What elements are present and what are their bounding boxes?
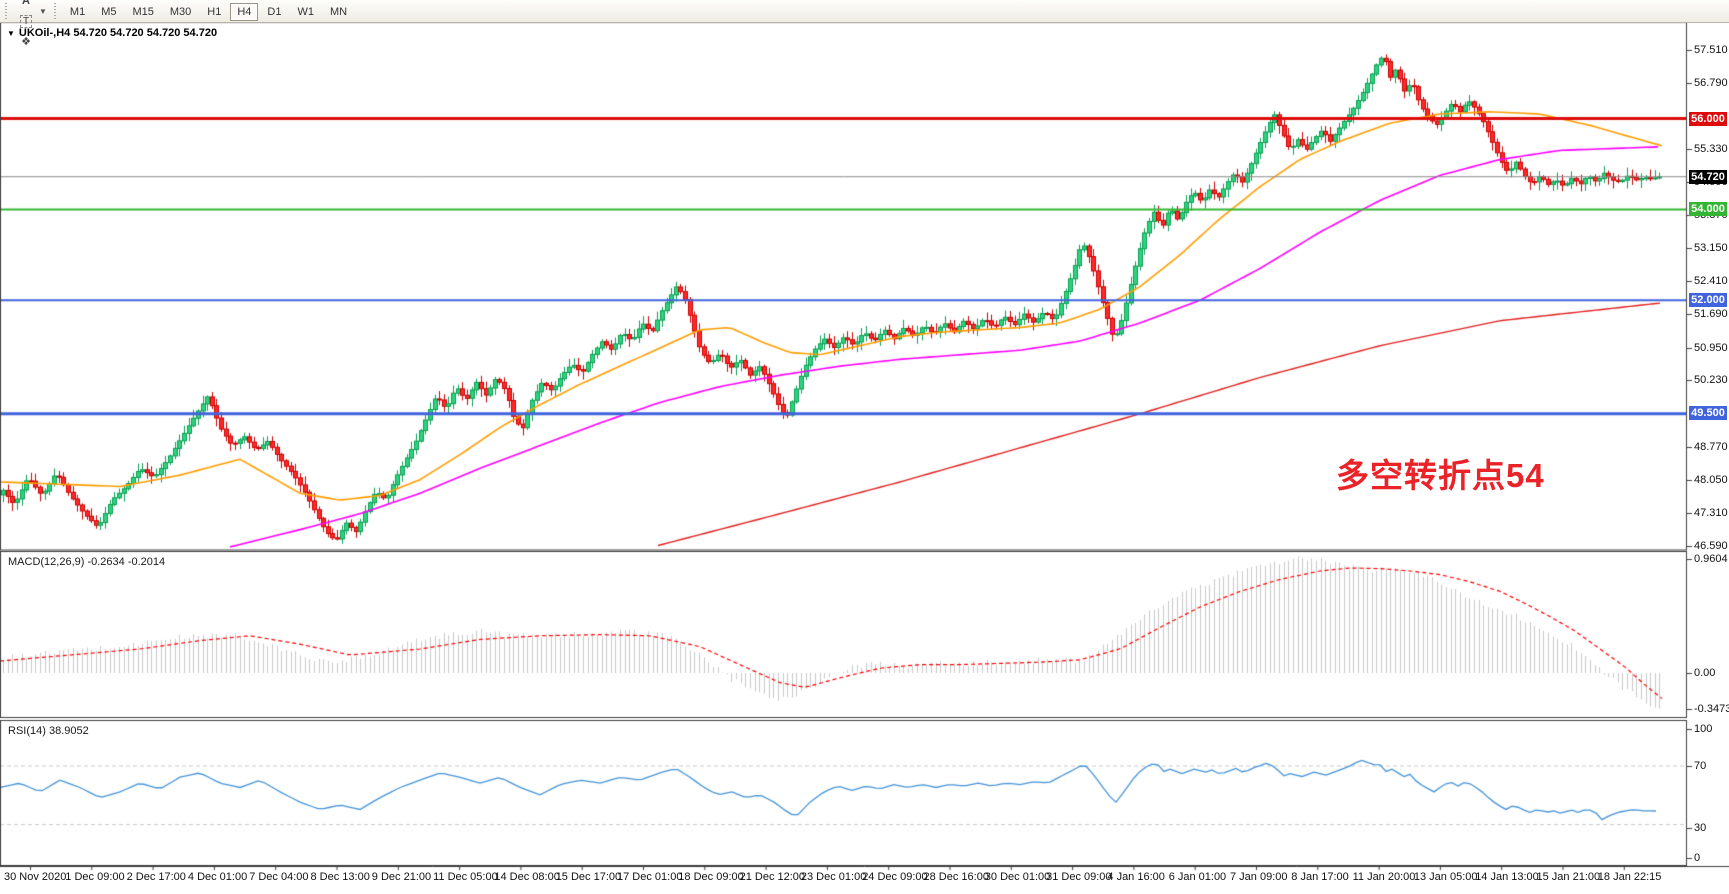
time-axis-label: 14 Dec 08:00	[494, 871, 560, 883]
time-axis-label: 30 Dec 01:00	[984, 871, 1051, 883]
price-axis-tick: 50.230	[1694, 374, 1728, 386]
time-axis-label: 7 Jan 09:00	[1230, 871, 1288, 883]
time-axis-label: 15 Dec 17:00	[555, 871, 622, 883]
time-axis-label: 9 Dec 21:00	[371, 871, 432, 883]
price-axis-tick: 51.690	[1694, 308, 1728, 320]
chart-title: ▼ UKOil-,H4 54.720 54.720 54.720 54.720	[7, 27, 217, 39]
time-axis-label: 1 Dec 09:00	[65, 871, 125, 883]
rsi-axis-tick: 30	[1694, 822, 1707, 834]
timeframe-button-mn[interactable]: MN	[329, 6, 348, 18]
macd-axis-tick: 0.9604	[1694, 553, 1728, 565]
price-axis-tick: 48.770	[1694, 441, 1728, 453]
ohlc-values: 54.720 54.720 54.720 54.720	[73, 27, 218, 39]
time-axis-label: 30 Nov 2020	[4, 871, 67, 883]
timeframe-button-w1[interactable]: W1	[297, 6, 314, 18]
price-axis-tick: 56.790	[1694, 77, 1728, 89]
symbol-timeframe-label: UKOil-,H4	[18, 27, 71, 39]
time-axis-label: 8 Jan 17:00	[1291, 871, 1349, 883]
time-axis-label: 18 Jan 22:15	[1597, 871, 1662, 883]
timeframe-button-d1[interactable]: D1	[267, 6, 282, 18]
macd-axis-tick: -0.3473	[1694, 703, 1729, 715]
macd-axis-tick: 0.00	[1694, 667, 1716, 679]
time-axis-label: 7 Dec 04:00	[249, 871, 309, 883]
time-axis-label: 18 Dec 09:00	[678, 871, 744, 883]
time-axis-label: 21 Dec 12:00	[739, 871, 806, 883]
time-axis-label: 4 Jan 16:00	[1107, 871, 1165, 883]
shapes-icon[interactable]: ❖	[21, 35, 31, 48]
time-axis-label: 8 Dec 13:00	[310, 871, 370, 883]
timeframe-button-h1[interactable]: H1	[207, 6, 222, 18]
rsi-axis-tick: 0	[1694, 852, 1701, 864]
price-level-badge[interactable]: 56.000	[1689, 112, 1727, 126]
time-axis-label: 28 Dec 16:00	[923, 871, 989, 883]
rsi-axis-tick: 70	[1694, 760, 1707, 772]
time-axis-label: 6 Jan 01:00	[1168, 871, 1227, 883]
timeframe-button-m5[interactable]: M5	[101, 6, 117, 18]
price-axis-tick: 52.410	[1694, 275, 1728, 287]
time-axis-label: 23 Dec 01:00	[800, 871, 867, 883]
time-axis-label: 4 Dec 01:00	[187, 871, 248, 883]
timeframe-button-m30[interactable]: M30	[169, 6, 192, 18]
time-axis-label: 31 Dec 09:00	[1046, 871, 1112, 883]
time-axis-label: 17 Dec 01:00	[617, 871, 683, 883]
price-axis-tick: 46.590	[1694, 540, 1728, 552]
time-axis-label: 24 Dec 09:00	[862, 871, 928, 883]
toolbar-grip[interactable]	[4, 3, 9, 19]
price-axis-tick: 50.950	[1694, 342, 1728, 354]
time-axis-label: 13 Jan 05:00	[1413, 871, 1478, 883]
drawing-tools-group: FAT❖	[13, 0, 39, 51]
toolbar-grip-2[interactable]	[52, 3, 58, 19]
rsi-axis-tick: 100	[1694, 723, 1713, 735]
time-axis-label: 15 Jan 21:00	[1536, 871, 1601, 883]
price-level-badge[interactable]: 52.000	[1689, 293, 1727, 307]
price-axis-tick: 55.330	[1694, 143, 1728, 155]
chevron-down-icon[interactable]: ▼	[7, 29, 15, 38]
price-axis-tick: 53.150	[1694, 242, 1728, 254]
price-level-badge[interactable]: 49.500	[1689, 406, 1727, 420]
text-box-icon[interactable]: T	[14, 11, 38, 31]
macd-indicator-label: MACD(12,26,9) -0.2634 -0.2014	[8, 556, 166, 568]
time-axis-label: 2 Dec 17:00	[126, 871, 186, 883]
timeframe-button-m15[interactable]: M15	[132, 6, 154, 18]
timeframe-button-h4[interactable]: H4	[230, 3, 259, 21]
price-axis-tick: 48.050	[1694, 474, 1728, 486]
text-label-icon[interactable]: A	[22, 0, 30, 7]
timeframe-button-m1[interactable]: M1	[69, 6, 86, 18]
time-axis-label: 11 Jan 20:00	[1352, 871, 1416, 883]
trend-annotation-text: 多空转折点54	[1336, 457, 1545, 494]
timeframe-buttons-group: M1 M5 M15 M30 H1 H4 D1 W1 MN	[62, 2, 355, 21]
time-axis-label: 14 Jan 13:00	[1475, 871, 1539, 883]
price-level-badge[interactable]: 54.000	[1689, 202, 1727, 216]
time-axis-label: 11 Dec 05:00	[433, 871, 498, 883]
chevron-down-icon[interactable]: ▼	[39, 6, 47, 16]
price-level-badge[interactable]: 54.720	[1689, 170, 1727, 184]
rsi-indicator-label: RSI(14) 38.9052	[8, 725, 89, 737]
price-axis-tick: 47.310	[1694, 507, 1728, 519]
price-axis-tick: 57.510	[1694, 44, 1728, 56]
